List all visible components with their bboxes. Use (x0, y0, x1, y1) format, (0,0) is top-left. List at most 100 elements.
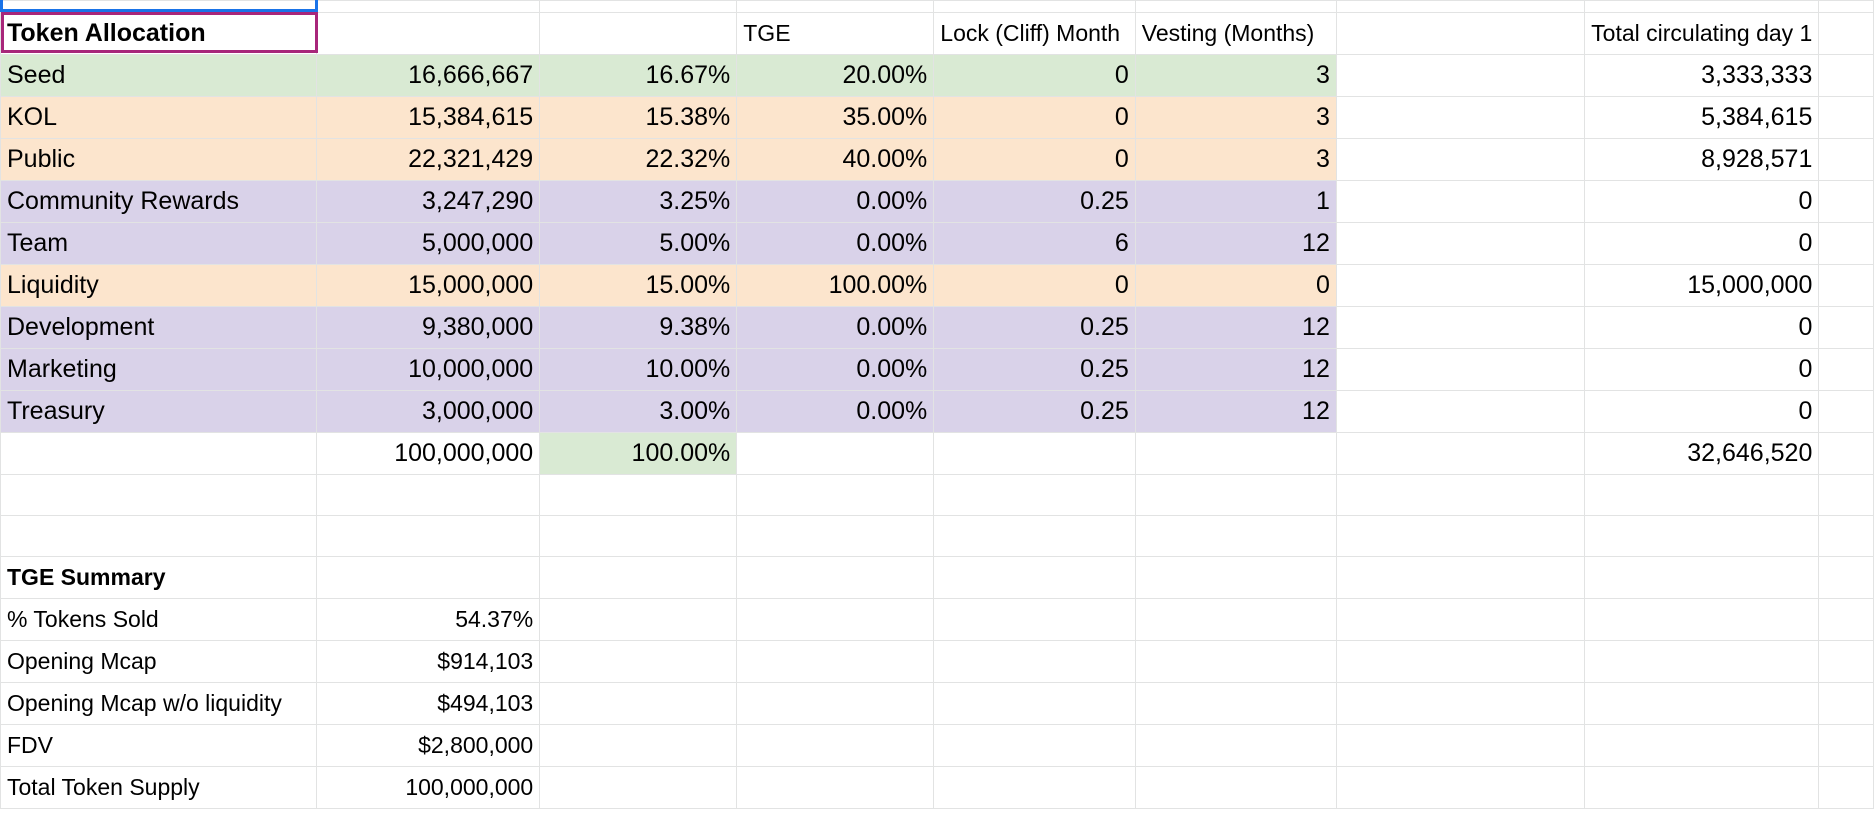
cell[interactable] (1818, 640, 1874, 683)
cell[interactable] (1335, 54, 1586, 97)
cell[interactable] (736, 766, 935, 809)
cell[interactable] (1818, 180, 1874, 223)
vesting-months-cell[interactable]: 0 (1134, 264, 1337, 307)
cell[interactable] (1584, 682, 1820, 725)
cell[interactable] (1584, 474, 1820, 516)
cell[interactable] (1818, 54, 1874, 97)
cell[interactable] (1818, 474, 1874, 516)
cell[interactable] (0, 432, 318, 475)
cell[interactable] (1335, 180, 1586, 223)
circulating-cell[interactable]: 8,928,571 (1584, 138, 1820, 181)
lock-months-cell[interactable]: 0 (933, 54, 1136, 97)
vesting-months-cell[interactable]: 12 (1134, 306, 1337, 349)
cell[interactable] (1818, 598, 1874, 641)
cell[interactable] (539, 682, 738, 725)
vesting-months-cell[interactable]: 12 (1134, 348, 1337, 391)
cell[interactable] (1134, 0, 1337, 13)
vesting-months-cell[interactable]: 3 (1134, 138, 1337, 181)
allocation-percent-cell[interactable]: 15.38% (539, 96, 738, 139)
cell[interactable] (1818, 222, 1874, 265)
allocation-percent-cell[interactable]: 22.32% (539, 138, 738, 181)
cell[interactable] (933, 515, 1136, 557)
cell[interactable] (736, 724, 935, 767)
vesting-header-cell[interactable]: Vesting (Months) (1134, 12, 1337, 55)
allocation-name-cell[interactable]: Team (0, 222, 318, 265)
cell[interactable] (0, 474, 318, 516)
cell[interactable] (1335, 556, 1586, 599)
vesting-months-cell[interactable]: 1 (1134, 180, 1337, 223)
lock-months-cell[interactable]: 0.25 (933, 180, 1136, 223)
lock-months-cell[interactable]: 0 (933, 264, 1136, 307)
cell[interactable] (539, 0, 738, 13)
tge-summary-title-cell[interactable]: TGE Summary (0, 556, 318, 599)
allocation-amount-cell[interactable]: 15,384,615 (316, 96, 541, 139)
allocation-percent-cell[interactable]: 10.00% (539, 348, 738, 391)
circulating-cell[interactable]: 5,384,615 (1584, 96, 1820, 139)
total-percent-cell[interactable]: 100.00% (539, 432, 738, 475)
circulating-header-cell[interactable]: Total circulating day 1 (1584, 12, 1820, 55)
cell[interactable] (1818, 432, 1874, 475)
cell[interactable] (736, 474, 935, 516)
cell[interactable] (316, 474, 541, 516)
summary-value-cell[interactable]: $2,800,000 (316, 724, 541, 767)
cell[interactable] (1584, 640, 1820, 683)
allocation-percent-cell[interactable]: 3.25% (539, 180, 738, 223)
total-amount-cell[interactable]: 100,000,000 (316, 432, 541, 475)
cell[interactable] (1335, 96, 1586, 139)
summary-label-cell[interactable]: Opening Mcap (0, 640, 318, 683)
summary-value-cell[interactable]: 100,000,000 (316, 766, 541, 809)
cell[interactable] (1584, 0, 1820, 13)
lock-header-cell[interactable]: Lock (Cliff) Month (933, 12, 1136, 55)
allocation-amount-cell[interactable]: 5,000,000 (316, 222, 541, 265)
cell[interactable] (1584, 724, 1820, 767)
cell[interactable] (1134, 640, 1337, 683)
allocation-percent-cell[interactable]: 3.00% (539, 390, 738, 433)
tge-percent-cell[interactable]: 0.00% (736, 390, 935, 433)
cell[interactable] (0, 515, 318, 557)
cell[interactable] (933, 0, 1136, 13)
cell[interactable] (1818, 12, 1874, 55)
cell[interactable] (1335, 348, 1586, 391)
circulating-cell[interactable]: 15,000,000 (1584, 264, 1820, 307)
cell[interactable] (933, 640, 1136, 683)
cell[interactable] (933, 682, 1136, 725)
cell[interactable] (1335, 264, 1586, 307)
tge-header-cell[interactable]: TGE (736, 12, 935, 55)
cell[interactable] (1335, 222, 1586, 265)
total-circulating-cell[interactable]: 32,646,520 (1584, 432, 1820, 475)
cell[interactable] (1134, 598, 1337, 641)
cell[interactable] (539, 598, 738, 641)
allocation-percent-cell[interactable]: 9.38% (539, 306, 738, 349)
cell[interactable] (539, 474, 738, 516)
cell[interactable] (1335, 640, 1586, 683)
lock-months-cell[interactable]: 6 (933, 222, 1136, 265)
cell[interactable] (1818, 264, 1874, 307)
cell[interactable] (736, 682, 935, 725)
cell[interactable] (1584, 598, 1820, 641)
cell[interactable] (1818, 306, 1874, 349)
cell[interactable] (1335, 432, 1586, 475)
cell[interactable] (1134, 515, 1337, 557)
allocation-name-cell[interactable]: Community Rewards (0, 180, 318, 223)
lock-months-cell[interactable]: 0.25 (933, 348, 1136, 391)
cell[interactable] (933, 598, 1136, 641)
cell[interactable] (316, 12, 541, 55)
allocation-amount-cell[interactable]: 9,380,000 (316, 306, 541, 349)
tge-percent-cell[interactable]: 35.00% (736, 96, 935, 139)
summary-label-cell[interactable]: FDV (0, 724, 318, 767)
cell[interactable] (1584, 766, 1820, 809)
lock-months-cell[interactable]: 0.25 (933, 390, 1136, 433)
cell[interactable] (1335, 474, 1586, 516)
lock-months-cell[interactable]: 0 (933, 138, 1136, 181)
cell[interactable] (539, 724, 738, 767)
circulating-cell[interactable]: 0 (1584, 180, 1820, 223)
cell[interactable] (1134, 724, 1337, 767)
cell[interactable] (933, 432, 1136, 475)
cell[interactable] (1134, 766, 1337, 809)
summary-value-cell[interactable]: 54.37% (316, 598, 541, 641)
allocation-amount-cell[interactable]: 16,666,667 (316, 54, 541, 97)
cell[interactable] (1134, 556, 1337, 599)
cell[interactable] (1818, 96, 1874, 139)
circulating-cell[interactable]: 0 (1584, 306, 1820, 349)
cell[interactable] (1335, 0, 1586, 13)
